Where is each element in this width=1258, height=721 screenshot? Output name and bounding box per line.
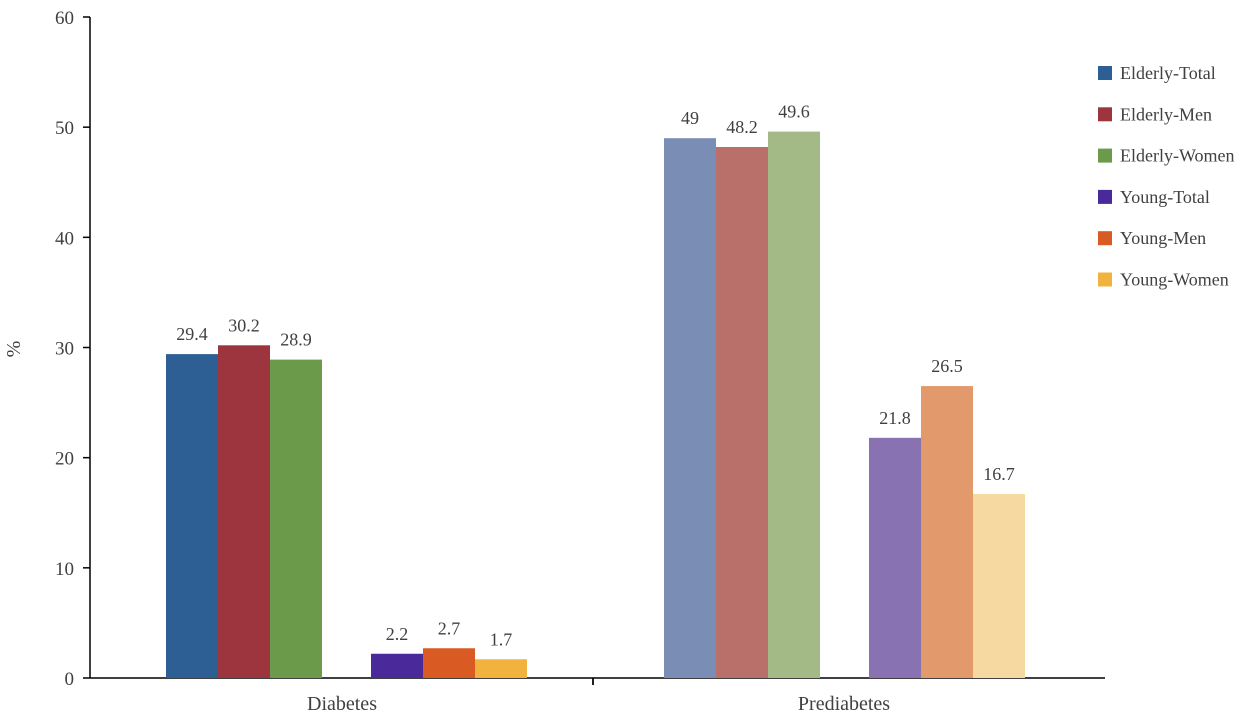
y-tick-label: 40: [55, 228, 74, 249]
data-label: 49.6: [778, 102, 810, 122]
y-axis-label: %: [3, 341, 25, 358]
legend-swatch: [1098, 189, 1112, 204]
y-tick-label: 50: [55, 118, 74, 139]
data-labels: 29.4 30.2 28.9 2.2 2.7 1.7 49 48.2 49.6 21.8 26.5 1…: [176, 102, 1015, 650]
bar: [973, 494, 1025, 678]
y-tick-label: 10: [55, 559, 74, 580]
legend-label: Young-Women: [1120, 270, 1229, 290]
y-tick-label: 0: [65, 669, 75, 690]
data-label: 21.8: [879, 408, 911, 428]
data-label: 48.2: [726, 117, 758, 137]
legend: Elderly-Total Elderly-Men Elderly-Women You…: [1098, 63, 1235, 290]
legend-swatch: [1098, 272, 1112, 287]
bar: [664, 138, 716, 678]
legend-label: Elderly-Women: [1120, 146, 1235, 166]
legend-label: Young-Total: [1120, 187, 1210, 207]
data-label: 1.7: [490, 629, 513, 649]
legend-swatch: [1098, 148, 1112, 163]
data-label: 2.7: [438, 618, 461, 638]
data-label: 26.5: [931, 356, 963, 376]
y-tick-label: 60: [55, 8, 74, 29]
y-tick-label: 30: [55, 339, 74, 360]
bar: [423, 648, 475, 678]
data-label: 30.2: [228, 315, 260, 335]
bar: [475, 659, 527, 678]
legend-swatch: [1098, 231, 1112, 246]
legend-swatch: [1098, 66, 1112, 80]
bar: [371, 653, 423, 678]
category-label: Diabetes: [307, 693, 377, 715]
category-label: Prediabetes: [798, 693, 890, 715]
bar: [270, 359, 322, 678]
data-label: 29.4: [176, 324, 208, 344]
bar: [166, 354, 218, 678]
data-label: 28.9: [280, 330, 312, 350]
legend-label: Elderly-Men: [1120, 104, 1212, 124]
bar: [768, 131, 820, 678]
bar: [716, 146, 768, 678]
legend-label: Elderly-Total: [1120, 63, 1216, 83]
x-axis: Diabetes Prediabetes: [90, 677, 1105, 715]
legend-label: Young-Men: [1120, 228, 1206, 248]
y-tick-label: 20: [55, 449, 74, 470]
data-label: 2.2: [386, 624, 409, 644]
legend-swatch: [1098, 107, 1112, 122]
data-label: 16.7: [983, 464, 1015, 484]
data-label: 49: [681, 108, 699, 128]
bar: [921, 386, 973, 678]
bar: [869, 437, 921, 678]
y-axis: 0 10 20 30 40 50 60: [55, 8, 91, 690]
bars: [166, 131, 1025, 678]
bar: [218, 345, 270, 678]
